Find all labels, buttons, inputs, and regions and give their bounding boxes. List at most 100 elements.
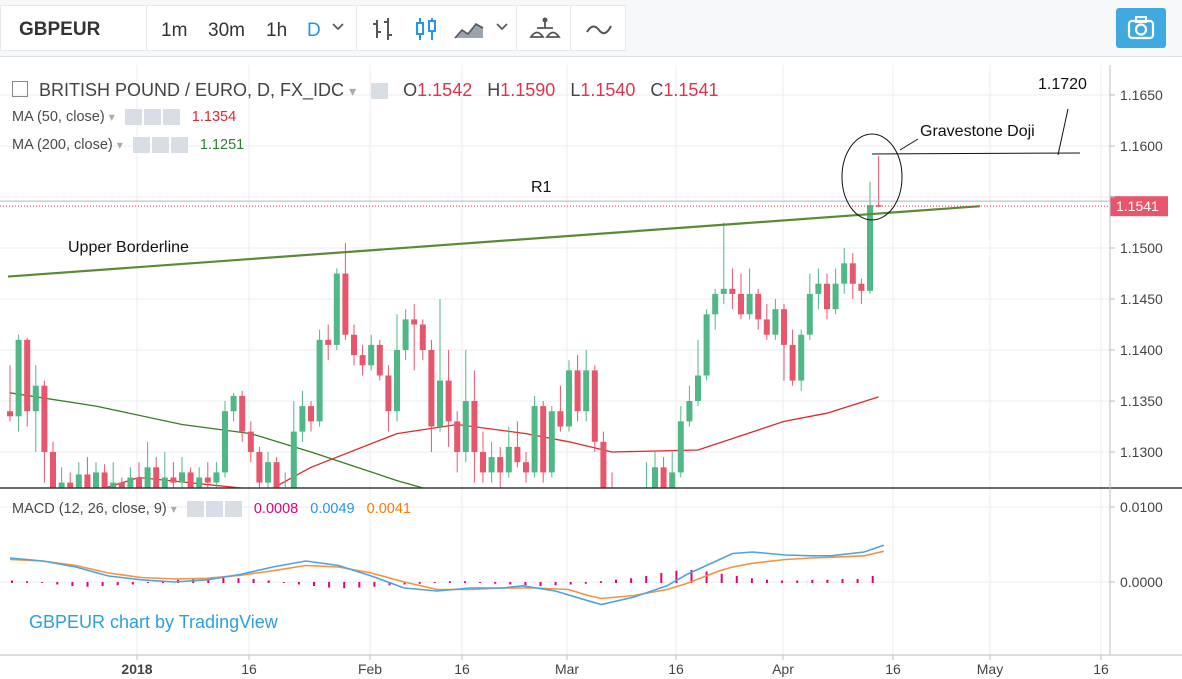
- candle-body: [480, 452, 486, 473]
- candle-body: [686, 401, 693, 422]
- candle-body: [333, 273, 340, 345]
- time-tick-label: 16: [1093, 661, 1109, 677]
- candle-body: [101, 472, 108, 488]
- candle-body: [720, 288, 727, 294]
- candle-body: [187, 472, 194, 488]
- ma200-close-icon[interactable]: [170, 137, 188, 154]
- macd-signal-value: 0.0041: [366, 501, 411, 517]
- candle-body: [755, 293, 762, 320]
- candle-body: [325, 339, 332, 345]
- candle-body: [351, 334, 357, 356]
- candle-body: [308, 406, 314, 422]
- candle-body: [118, 482, 125, 488]
- macd-visibility-icon[interactable]: [186, 501, 204, 518]
- price-tick-label: 1.1300: [1120, 444, 1163, 460]
- macd-dropdown-icon[interactable]: ▾: [170, 502, 177, 516]
- target-pointer-line: [1057, 108, 1069, 156]
- macd-close-icon[interactable]: [224, 501, 242, 518]
- ma200-settings-icon[interactable]: [151, 137, 169, 154]
- macd-label[interactable]: MACD (12, 26, close, 9): [12, 501, 167, 517]
- ma200-label[interactable]: MA (200, close): [12, 137, 113, 153]
- ma50-close-icon[interactable]: [162, 109, 180, 126]
- series-legend: BRITISH POUND / EURO, D, FX_IDC ▾ O1.154…: [12, 80, 718, 101]
- candle-body: [437, 380, 443, 427]
- bars-icon[interactable]: [371, 16, 397, 42]
- ma50-settings-icon[interactable]: [143, 109, 161, 126]
- macd-tick-label: 0.0000: [1120, 574, 1163, 590]
- candle-body: [488, 457, 495, 473]
- series-dropdown-icon[interactable]: ▾: [349, 83, 357, 99]
- ma50-dropdown-icon[interactable]: ▾: [108, 110, 115, 124]
- candle-body: [583, 370, 590, 412]
- candle-body: [471, 401, 478, 452]
- ma50-value: 1.1354: [191, 109, 237, 125]
- candle-body: [806, 293, 813, 335]
- candle-body: [746, 293, 753, 315]
- chart-style-group: [356, 5, 518, 51]
- ma200-dropdown-icon[interactable]: ▾: [116, 138, 123, 152]
- candle-body: [376, 344, 383, 376]
- candle-body: [247, 431, 254, 452]
- interval-dropdown-icon[interactable]: [331, 20, 345, 34]
- candle-body: [497, 457, 504, 473]
- candle-body: [652, 467, 658, 488]
- candle-body: [798, 334, 805, 381]
- indicators-group: [516, 5, 572, 51]
- candle-body: [84, 474, 91, 488]
- ohlc-high-value: 1.1590: [500, 80, 556, 100]
- candle-body: [849, 263, 856, 284]
- candle-body: [669, 472, 676, 488]
- candle-body: [411, 319, 418, 325]
- candle-body: [144, 467, 151, 488]
- doji-high-extension: [871, 152, 1081, 155]
- candle-body: [15, 339, 22, 417]
- price-tick-label: 1.1350: [1120, 393, 1163, 409]
- candle-body: [523, 462, 529, 473]
- interval-30m[interactable]: 30m: [208, 20, 245, 41]
- area-icon[interactable]: [453, 16, 485, 42]
- candle-body: [24, 339, 31, 412]
- series-title[interactable]: BRITISH POUND / EURO, D, FX_IDC: [39, 80, 345, 100]
- interval-1m[interactable]: 1m: [161, 20, 188, 41]
- doji-highlight-ellipse: [841, 133, 903, 221]
- ma50-label[interactable]: MA (50, close): [12, 109, 105, 125]
- target-label: 1.1720: [1038, 76, 1087, 93]
- time-tick-label: Apr: [772, 661, 794, 677]
- watermark[interactable]: GBPEUR chart by TradingView: [29, 612, 278, 632]
- snapshot-button[interactable]: [1116, 8, 1166, 48]
- ohlc-open-value: 1.1542: [417, 80, 473, 100]
- candle-body: [316, 339, 323, 422]
- collapse-icon[interactable]: [12, 81, 28, 97]
- interval-1h[interactable]: 1h: [266, 20, 288, 41]
- time-tick-label: Feb: [358, 661, 382, 677]
- candle-body: [394, 350, 400, 412]
- price-tick-label: 1.1600: [1120, 138, 1163, 154]
- chart-area[interactable]: 1.1541 Upper Borderline R1 Gravestone Doji 1…: [0, 57, 1182, 679]
- compare-icon[interactable]: [585, 16, 613, 42]
- candle-body: [781, 309, 787, 345]
- candle-body: [875, 205, 882, 207]
- plot-background: [0, 65, 1182, 655]
- candle-body: [789, 344, 796, 381]
- dropdown-icon[interactable]: [495, 20, 509, 34]
- visibility-icon[interactable]: [371, 83, 389, 100]
- ohlc-open-label: O: [403, 80, 418, 100]
- symbol-label[interactable]: GBPEUR: [19, 19, 101, 40]
- indicators-icon[interactable]: [528, 16, 562, 42]
- candle-body: [540, 406, 547, 473]
- candle-body: [265, 462, 271, 483]
- symbol-box[interactable]: GBPEUR: [0, 5, 148, 51]
- candle-body: [256, 452, 263, 483]
- candle-body: [514, 446, 521, 463]
- macd-settings-icon[interactable]: [205, 501, 223, 518]
- top-toolbar: GBPEUR 1m 30m 1h D: [0, 0, 1182, 57]
- interval-d[interactable]: D: [307, 20, 321, 41]
- candle-body: [815, 283, 822, 294]
- ma50-line: [102, 396, 879, 488]
- candles-icon[interactable]: [413, 16, 439, 42]
- candle-body: [179, 472, 185, 483]
- interval-group: 1m 30m 1h D: [146, 5, 358, 51]
- time-tick-label: 16: [885, 661, 901, 677]
- ma200-visibility-icon[interactable]: [132, 137, 150, 154]
- ma50-visibility-icon[interactable]: [124, 109, 142, 126]
